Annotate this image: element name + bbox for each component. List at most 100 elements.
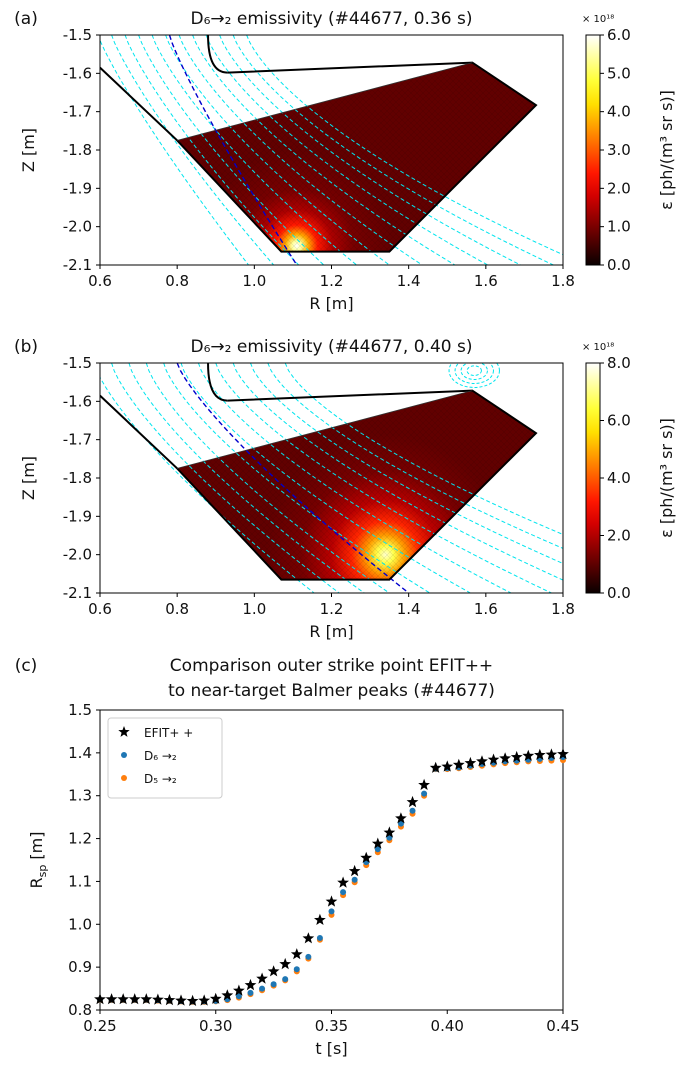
- y-tick-label: -1.9: [63, 507, 92, 525]
- flux-surface-line: [138, 35, 325, 265]
- colorbar-tick-label: 5.0: [607, 64, 631, 82]
- flux-surface-line: [100, 376, 315, 593]
- y-tick-label: -1.5: [63, 26, 92, 44]
- x-tick-label: 1.4: [397, 272, 421, 290]
- data-point: [386, 834, 393, 841]
- data-point-star: [117, 993, 129, 1005]
- data-point: [305, 953, 312, 960]
- flux-surface-line: [284, 363, 563, 535]
- data-point-star: [256, 972, 268, 984]
- colorbar-tick-label: 0.0: [607, 256, 631, 274]
- flux-surface-line: [124, 35, 300, 265]
- chart-title: D₆→₂ emissivity (#44677, 0.40 s): [191, 337, 473, 357]
- data-point-star: [221, 989, 234, 1001]
- colorbar-tick-label: 3.0: [607, 141, 631, 159]
- x-tick-label: 0.6: [88, 272, 112, 290]
- data-point-star: [406, 795, 419, 808]
- data-point-star: [441, 760, 454, 772]
- data-point-star: [175, 994, 187, 1006]
- flux-surfaces: [100, 363, 563, 593]
- y-axis-label: Z [m]: [19, 456, 38, 500]
- x-tick-label: 0.45: [546, 1017, 579, 1035]
- data-point-star: [314, 913, 326, 925]
- y-tick-label: -2.1: [63, 584, 92, 602]
- data-point-star: [118, 726, 130, 737]
- data-point-star: [337, 876, 349, 888]
- separatrix-line: [176, 363, 410, 593]
- y-tick-label: 1.0: [68, 915, 92, 933]
- data-point: [374, 846, 381, 853]
- panel-b: (b) D₆→₂ emissivity (#44677, 0.40 s) 0.6 0.…: [14, 337, 676, 641]
- plot-area: [100, 35, 563, 265]
- data-point-star: [476, 755, 488, 767]
- colorbar-tick-label: 6.0: [607, 26, 631, 44]
- x-tick-label: 1.8: [551, 272, 575, 290]
- data-point-star: [186, 994, 199, 1006]
- legend-box: [107, 717, 223, 799]
- flux-surface-line: [232, 35, 554, 265]
- series-efit: [94, 747, 569, 1006]
- data-point-star: [360, 851, 373, 863]
- flux-surface-line: [165, 35, 390, 265]
- legend-label: EFIT+ +: [144, 726, 193, 740]
- data-point-star: [279, 957, 292, 970]
- x-tick-label: 0.6: [88, 600, 112, 618]
- data-point-star: [534, 748, 546, 760]
- y-tick-label: -2.1: [63, 256, 92, 274]
- colorbar-tick-label: 8.0: [607, 354, 631, 372]
- flux-surface-line: [192, 35, 456, 265]
- mesh-overlay: [177, 62, 536, 252]
- y-axis-label: Z [m]: [19, 128, 38, 172]
- x-tick-label: 1.2: [320, 600, 344, 618]
- x-tick-label: 0.30: [199, 1017, 232, 1035]
- x-point-contour: [454, 363, 494, 384]
- y-tick-label: 1.1: [68, 872, 92, 890]
- data-point-star: [105, 993, 118, 1005]
- data-point-star: [499, 752, 511, 764]
- data-point-star: [348, 864, 361, 877]
- flux-surface-line: [250, 363, 563, 565]
- flux-surface-line: [219, 35, 521, 265]
- data-point-star: [163, 993, 176, 1006]
- x-tick-label: 0.35: [315, 1017, 348, 1035]
- data-point: [316, 935, 323, 941]
- colorbar-label: ε [ph/(m³ sr s)]: [657, 418, 676, 538]
- baffle-curve: [207, 35, 228, 74]
- data-point-star: [395, 812, 407, 824]
- mesh-overlay: [177, 390, 536, 580]
- data-point-star: [198, 994, 211, 1006]
- baffle-curve: [207, 363, 228, 402]
- data-point-star: [510, 750, 523, 763]
- data-point-star: [94, 993, 106, 1005]
- x-point-contour: [460, 363, 488, 380]
- y-tick-label: 0.9: [68, 958, 92, 976]
- chart-title: D₆→₂ emissivity (#44677, 0.36 s): [191, 9, 473, 29]
- y-tick-label: -2.0: [63, 218, 92, 236]
- region-edge: [177, 62, 473, 141]
- y-tick-label: -1.6: [63, 392, 92, 410]
- data-point: [235, 993, 242, 1000]
- colorbar: [585, 362, 601, 594]
- data-point-star: [383, 826, 396, 838]
- data-point-star: [152, 993, 164, 1005]
- x-axis-label: R [m]: [309, 294, 353, 313]
- y-tick-label: -1.8: [63, 469, 92, 487]
- separatrix-line: [168, 35, 298, 265]
- y-tick-label: -1.6: [63, 64, 92, 82]
- x-tick-label: 0.8: [165, 600, 189, 618]
- data-point: [409, 807, 416, 814]
- legend-marker: [121, 752, 127, 758]
- data-point-star: [545, 748, 558, 760]
- colorbar-tick-label: 0.0: [607, 584, 631, 602]
- data-point-star: [209, 992, 222, 1004]
- y-axis-label-sub: sp: [36, 865, 49, 878]
- colorbar: [585, 34, 601, 266]
- x-point-contour: [466, 365, 482, 376]
- colorbar-tick-label: 2.0: [607, 527, 631, 545]
- chart-title-line: Comparison outer strike point EFIT++: [170, 656, 493, 676]
- x-axis-label: t [s]: [315, 1039, 347, 1058]
- y-tick-label: -1.7: [63, 103, 92, 121]
- flux-surface-line: [111, 35, 275, 265]
- data-point: [328, 908, 335, 915]
